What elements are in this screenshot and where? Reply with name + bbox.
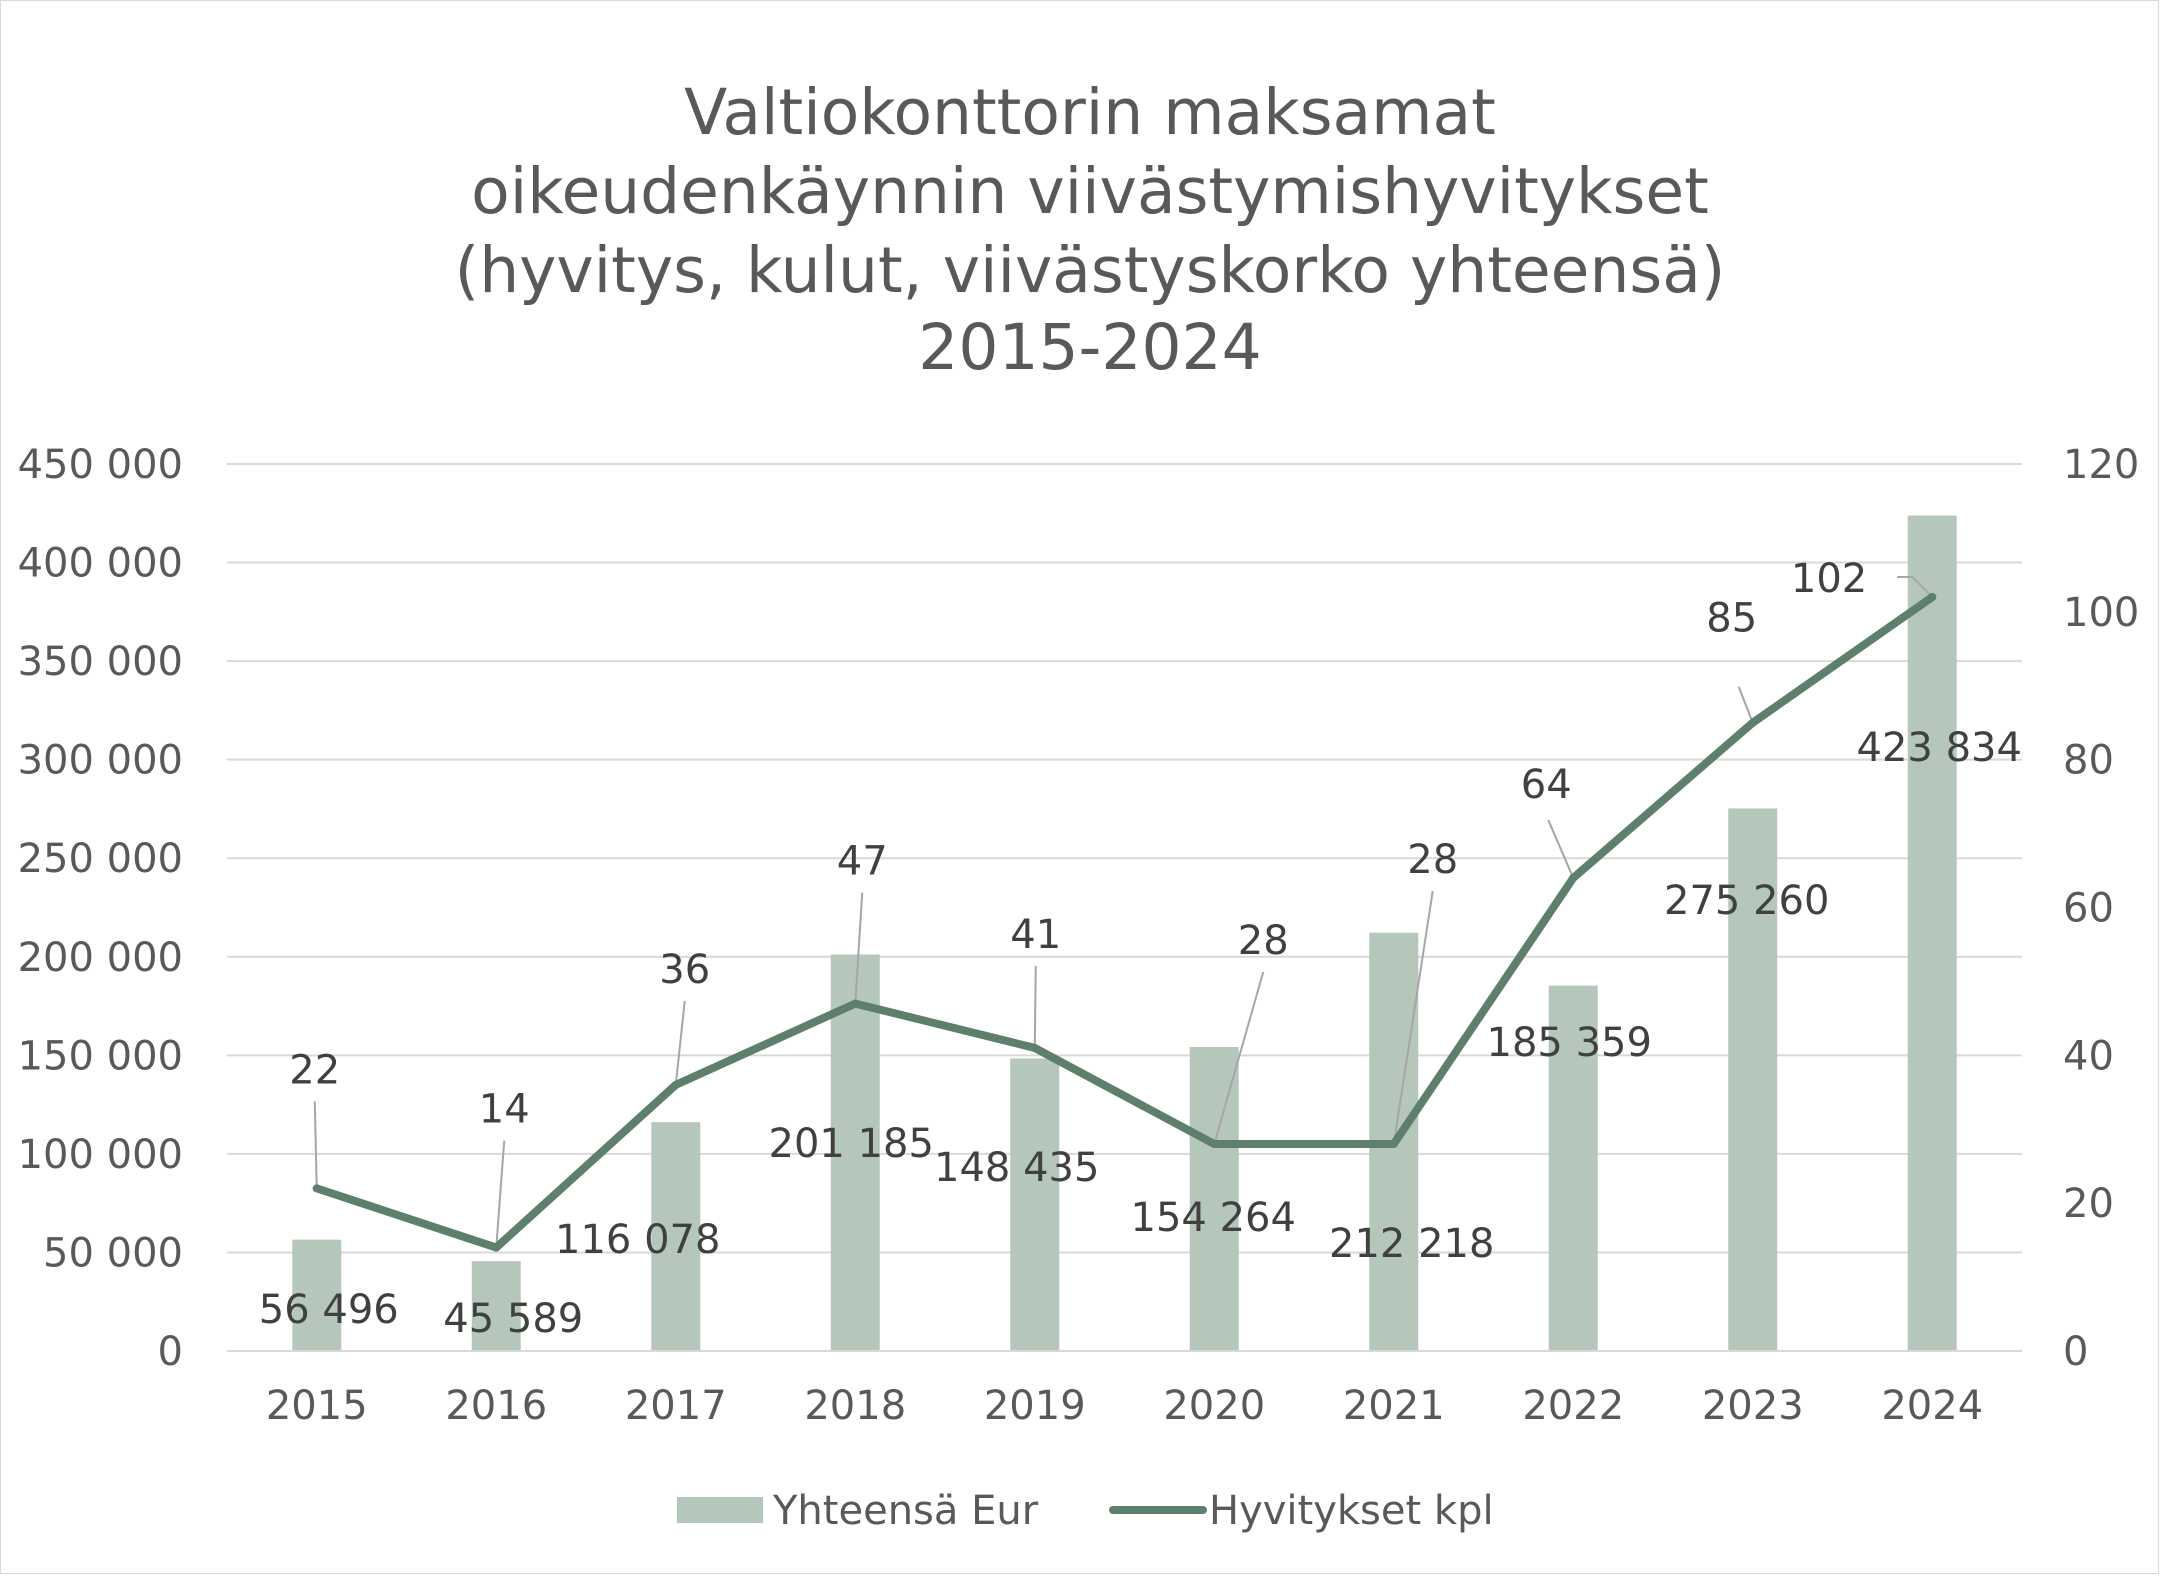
y-left-tick-label: 100 000 (18, 1132, 183, 1178)
bar-data-label: 56 496 (259, 1287, 399, 1333)
bar-2024 (1907, 515, 1957, 1351)
chart-title-line: Valtiokonttorin maksamat (684, 76, 1496, 149)
y-axis-right: 0 20 40 60 80 100 120 (2063, 442, 2139, 1375)
line-data-label: 28 (1407, 837, 1458, 883)
line-series (312, 593, 1937, 1252)
leader-line (1392, 890, 1434, 1145)
x-tick-label: 2021 (1343, 1383, 1445, 1429)
leader-line (495, 1140, 506, 1248)
legend-swatch-yhteensa-eur (677, 1497, 763, 1523)
bar-data-label: 275 260 (1664, 878, 1829, 924)
leader-line (1547, 819, 1575, 879)
line-data-label: 47 (837, 839, 888, 885)
bar-data-label: 423 834 (1857, 725, 2022, 771)
line-data-label: 41 (1010, 912, 1061, 958)
y-right-tick-label: 100 (2063, 590, 2139, 636)
line-point-2018 (851, 999, 860, 1008)
y-left-tick-label: 0 (158, 1329, 183, 1375)
line-data-label: 85 (1706, 596, 1757, 642)
leader-line (674, 1000, 686, 1086)
line-data-label: 22 (289, 1047, 340, 1093)
line-point-2017 (671, 1080, 680, 1089)
bar-2016 (471, 1261, 521, 1351)
line-hyvitykset-kpl (312, 593, 1937, 1252)
line-point-2024 (1928, 593, 1937, 602)
line-data-label: 102 (1791, 556, 1867, 602)
bar-2019 (1010, 1058, 1060, 1351)
y-right-tick-label: 40 (2063, 1033, 2114, 1079)
x-tick-label: 2016 (445, 1383, 547, 1429)
y-left-tick-label: 400 000 (18, 541, 183, 587)
leader-line (1213, 971, 1265, 1145)
bar-2020 (1189, 1046, 1239, 1351)
bar-data-label: 154 264 (1131, 1195, 1296, 1241)
bar-2018 (830, 954, 880, 1351)
bar-data-label: 116 078 (555, 1217, 720, 1263)
line-data-label: 36 (659, 947, 710, 993)
chart-title-line: (hyvitys, kulut, viivästyskorko yhteensä… (455, 234, 1726, 307)
bar-2017 (651, 1122, 701, 1351)
bar-2023 (1728, 808, 1778, 1351)
gridlines (227, 463, 2022, 1254)
line-data-label: 64 (1521, 762, 1572, 808)
x-tick-label: 2020 (1163, 1383, 1265, 1429)
line-point-2015 (312, 1184, 321, 1193)
y-left-tick-label: 250 000 (18, 836, 183, 882)
x-tick-label: 2024 (1881, 1383, 1983, 1429)
line-data-label: 28 (1238, 918, 1289, 964)
bar-data-label: 212 218 (1329, 1221, 1494, 1267)
y-left-tick-label: 50 000 (43, 1230, 183, 1276)
bar-data-label: 185 359 (1487, 1020, 1652, 1066)
leader-line (1897, 576, 1933, 598)
y-left-tick-label: 350 000 (18, 639, 183, 685)
chart-title: Valtiokonttorin maksamatoikeudenkäynnin … (455, 76, 1726, 384)
bar-series (292, 515, 1957, 1351)
y-right-tick-label: 20 (2063, 1181, 2114, 1227)
line-point-2020 (1210, 1140, 1219, 1149)
line-data-label: 14 (479, 1087, 530, 1133)
bar-data-label: 45 589 (443, 1296, 583, 1342)
y-left-tick-label: 200 000 (18, 935, 183, 981)
y-left-tick-label: 450 000 (18, 442, 183, 488)
y-right-tick-label: 60 (2063, 886, 2114, 932)
bar-data-label: 148 435 (934, 1145, 1099, 1191)
line-point-2022 (1569, 873, 1578, 882)
line-point-2019 (1030, 1043, 1039, 1052)
line-point-2023 (1748, 718, 1757, 727)
bar-2022 (1548, 985, 1598, 1351)
bar-2015 (292, 1239, 342, 1351)
chart-title-line: oikeudenkäynnin viivästymishyvitykset (471, 155, 1709, 228)
line-data-labels: 22 14 36 47 41 28 28 64 85 102 (289, 556, 1867, 1132)
leader-line (313, 1101, 318, 1189)
leader-line (854, 892, 864, 1004)
line-point-2021 (1389, 1140, 1398, 1149)
x-tick-label: 2017 (625, 1383, 727, 1429)
bar-data-label: 201 185 (769, 1121, 934, 1167)
leader-lines (313, 576, 1933, 1248)
y-right-tick-label: 80 (2063, 738, 2114, 784)
y-axis-left: 0 50 000 100 000 150 000 200 000 250 000 300 0… (18, 442, 183, 1375)
y-left-tick-label: 150 000 (18, 1033, 183, 1079)
x-tick-label: 2023 (1702, 1383, 1804, 1429)
legend-label-yhteensa-eur: Yhteensä Eur (772, 1488, 1039, 1534)
leader-line (1737, 686, 1754, 724)
x-tick-label: 2019 (984, 1383, 1086, 1429)
line-point-2016 (492, 1243, 501, 1252)
legend: Yhteensä Eur Hyvitykset kpl (677, 1488, 1494, 1534)
legend-label-hyvitykset-kpl: Hyvitykset kpl (1209, 1488, 1494, 1534)
x-tick-label: 2018 (804, 1383, 906, 1429)
leader-line (1033, 965, 1037, 1048)
y-right-tick-label: 0 (2063, 1329, 2088, 1375)
x-axis: 2015 2016 2017 2018 2019 2020 2021 2022 2023 2024 (266, 1383, 1983, 1429)
x-tick-label: 2015 (266, 1383, 368, 1429)
y-left-tick-label: 300 000 (18, 738, 183, 784)
y-right-tick-label: 120 (2063, 442, 2139, 488)
chart-title-line: 2015-2024 (918, 311, 1261, 384)
x-tick-label: 2022 (1522, 1383, 1624, 1429)
